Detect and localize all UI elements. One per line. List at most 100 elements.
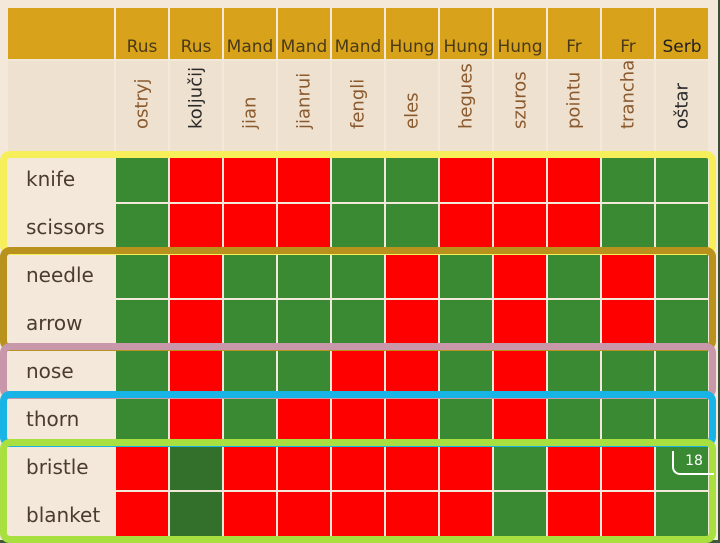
cell-green <box>654 346 710 396</box>
cell-red <box>222 442 278 492</box>
cell-red <box>222 202 278 252</box>
cell-green <box>114 154 170 204</box>
word-label: eles <box>401 92 423 129</box>
cell-red <box>168 394 224 444</box>
object-row: bristle <box>6 442 710 492</box>
cell-green <box>600 346 656 396</box>
cell-red <box>438 442 494 492</box>
cell-red <box>222 490 278 540</box>
header-corner <box>6 6 116 61</box>
cell-red <box>600 442 656 492</box>
language-header: Mand <box>222 6 278 61</box>
cell-green <box>114 250 170 300</box>
word-header: szuros <box>492 59 548 156</box>
cell-red <box>492 202 548 252</box>
cell-green <box>222 298 278 348</box>
word-header: jianrui <box>276 59 332 156</box>
word-header: oštar <box>654 59 710 156</box>
object-row: nose <box>6 346 710 396</box>
cell-green <box>654 298 710 348</box>
cell-red <box>600 490 656 540</box>
cell-green <box>600 154 656 204</box>
cell-red <box>384 298 440 348</box>
language-header: Mand <box>276 6 332 61</box>
word-header: pointu <box>546 59 602 156</box>
cell-red <box>168 250 224 300</box>
cell-green <box>438 394 494 444</box>
cell-green <box>600 202 656 252</box>
cell-red <box>492 394 548 444</box>
language-header-row: Rus Rus Mand Mand Mand Hung Hung Hung Fr Fr Serb <box>6 6 710 61</box>
cell-green <box>330 298 386 348</box>
object-row: arrow <box>6 298 710 348</box>
cell-red <box>114 490 170 540</box>
cell-red <box>384 490 440 540</box>
page-number: 18 <box>672 451 714 475</box>
word-label: szuros <box>509 71 531 129</box>
cell-green <box>654 250 710 300</box>
object-label: nose <box>6 346 116 396</box>
cell-green <box>114 346 170 396</box>
cell-red <box>276 394 332 444</box>
cell-green <box>654 154 710 204</box>
cell-red <box>168 346 224 396</box>
word-header-row: ostryj koljučij jian jianrui fengli eles hegue… <box>6 59 710 156</box>
object-row: blanket <box>6 490 710 540</box>
cell-red <box>546 154 602 204</box>
language-header: Hung <box>438 6 494 61</box>
object-label: scissors <box>6 202 116 252</box>
object-row: knife <box>6 154 710 204</box>
cell-green <box>276 250 332 300</box>
word-header: ostryj <box>114 59 170 156</box>
language-header: Fr <box>546 6 602 61</box>
cell-red <box>492 154 548 204</box>
cell-green <box>546 346 602 396</box>
word-header-corner <box>6 59 116 156</box>
cell-green <box>222 250 278 300</box>
word-label: pointu <box>563 71 585 129</box>
cell-green <box>654 394 710 444</box>
cell-green <box>438 346 494 396</box>
cell-red <box>276 442 332 492</box>
cell-red <box>492 298 548 348</box>
object-row: needle <box>6 250 710 300</box>
word-label: ostryj <box>131 78 153 129</box>
cell-green <box>546 250 602 300</box>
cell-red <box>492 346 548 396</box>
cell-red <box>222 154 278 204</box>
cell-red <box>546 490 602 540</box>
cell-green <box>168 490 224 540</box>
word-label: koljučij <box>185 66 207 129</box>
cell-red <box>168 298 224 348</box>
word-label: hegues <box>455 63 477 129</box>
cell-red <box>168 202 224 252</box>
language-header: Serb <box>654 6 710 61</box>
cell-green <box>276 298 332 348</box>
word-label: jian <box>239 96 261 129</box>
cell-red <box>384 346 440 396</box>
word-label: tranchant <box>617 60 639 129</box>
cell-red <box>546 442 602 492</box>
cell-red <box>600 298 656 348</box>
language-header: Rus <box>168 6 224 61</box>
cell-green <box>384 202 440 252</box>
cell-green <box>546 394 602 444</box>
cell-red <box>438 202 494 252</box>
language-header: Fr <box>600 6 656 61</box>
language-header: Hung <box>492 6 548 61</box>
cell-green <box>330 154 386 204</box>
cell-green <box>654 202 710 252</box>
language-header: Rus <box>114 6 170 61</box>
word-label: fengli <box>347 78 369 129</box>
language-header: Mand <box>330 6 386 61</box>
cell-red <box>384 442 440 492</box>
word-label: oštar <box>671 83 693 129</box>
cell-red <box>438 154 494 204</box>
cell-red <box>438 490 494 540</box>
cell-red <box>384 250 440 300</box>
cell-red <box>546 202 602 252</box>
cell-green <box>546 298 602 348</box>
cell-red <box>384 394 440 444</box>
word-header: jian <box>222 59 278 156</box>
